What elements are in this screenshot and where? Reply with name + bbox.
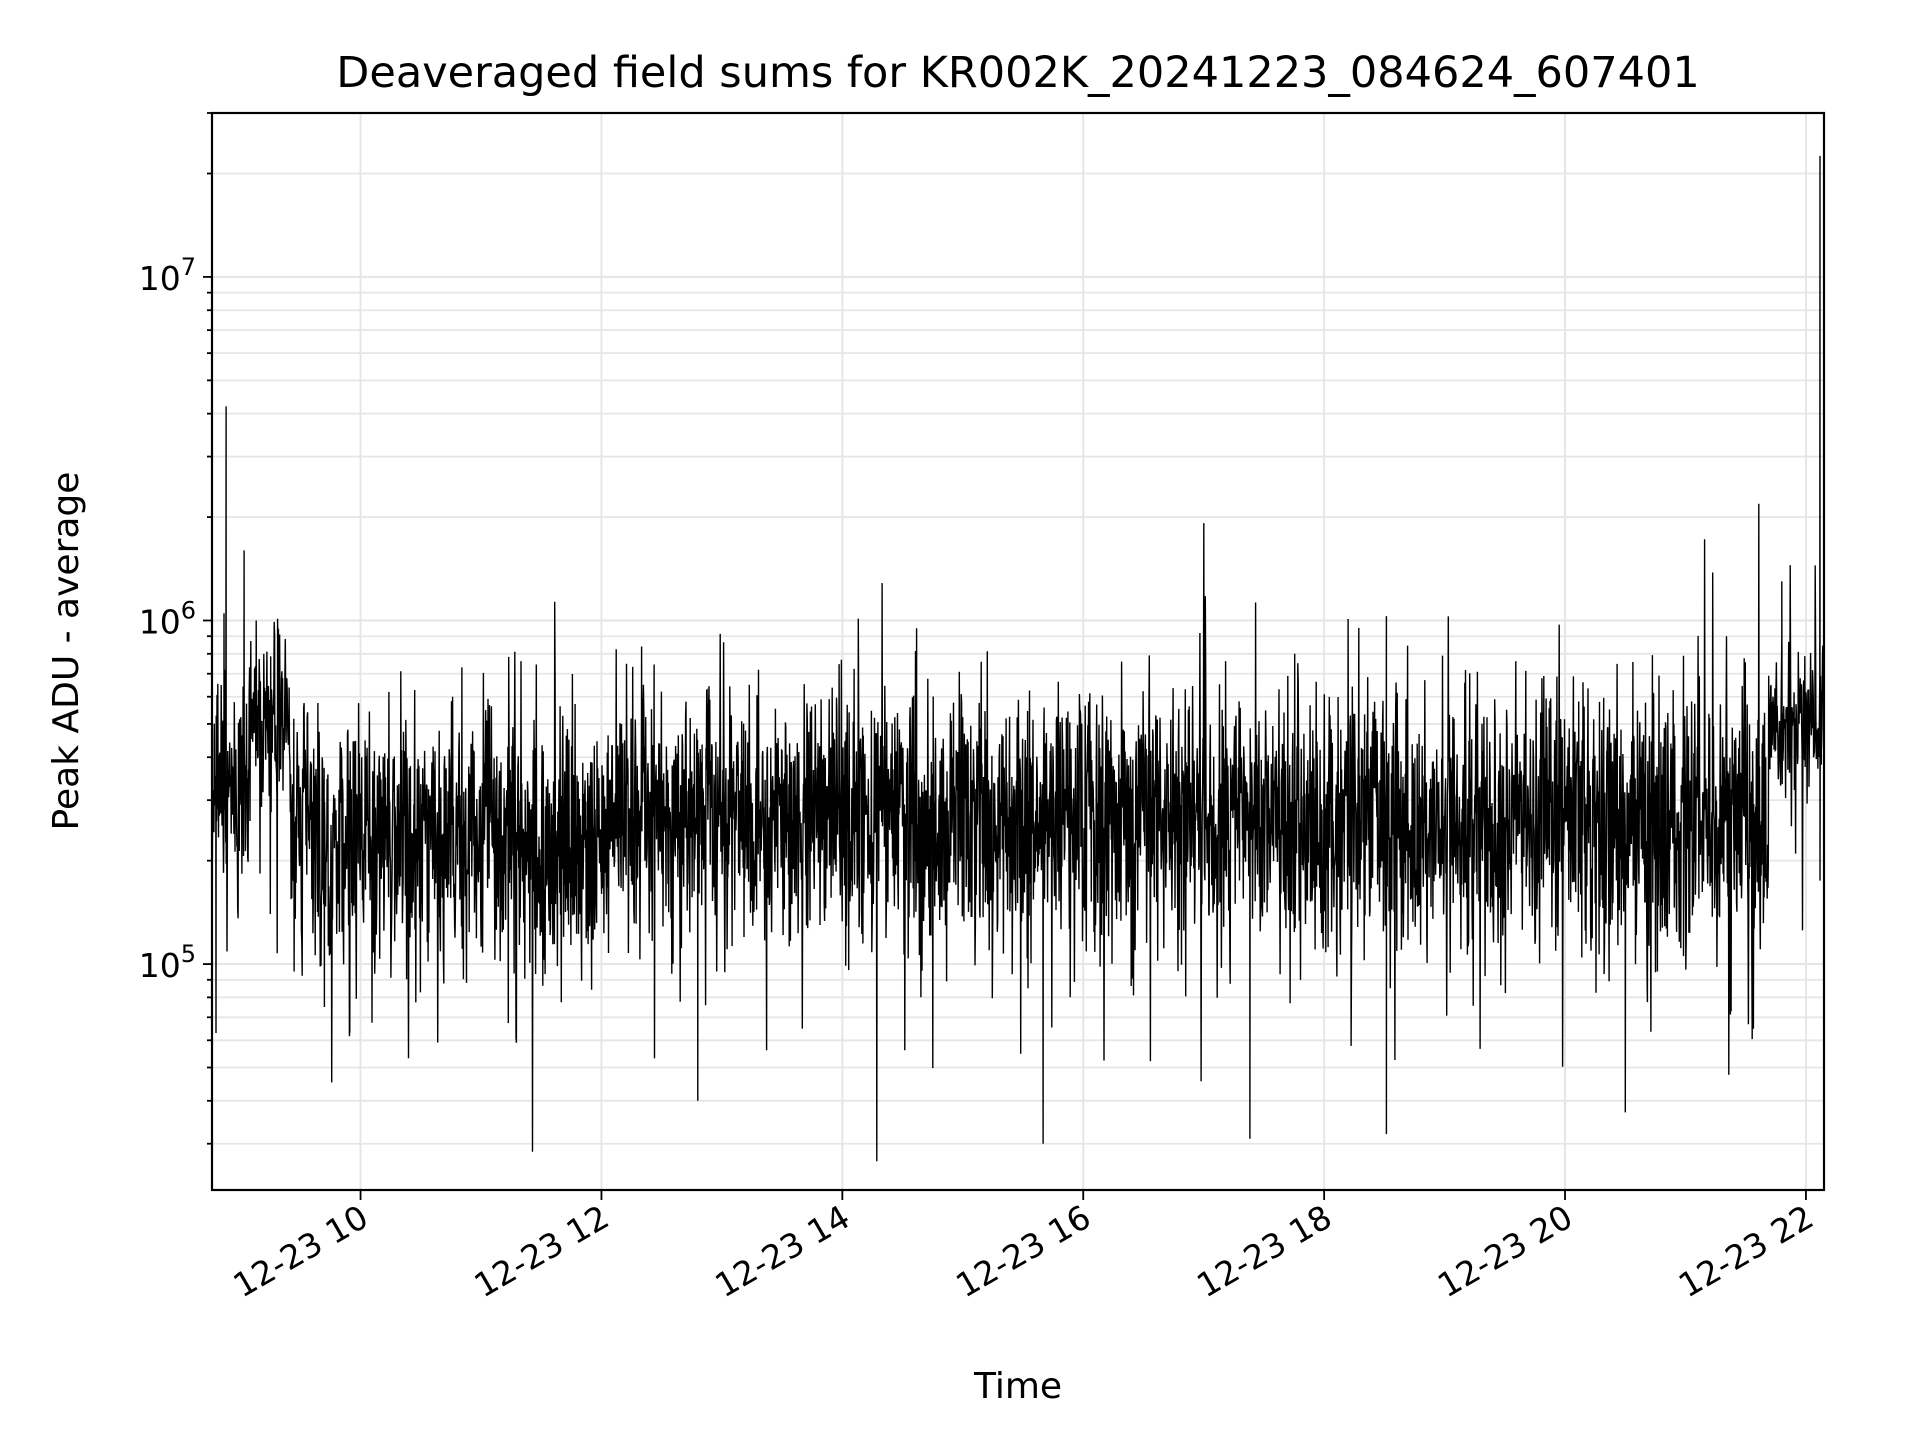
series-line (211, 155, 1825, 1162)
y-tick-label: 105 (139, 940, 196, 985)
chart-title: Deaveraged field sums for KR002K_2024122… (336, 48, 1699, 98)
x-axis-label: Time (973, 1366, 1062, 1407)
y-tick-label: 106 (139, 597, 196, 642)
plot-frame (210, 111, 1826, 1192)
y-axis-label: Peak ADU - average (46, 472, 87, 831)
data-trace (211, 155, 1825, 1162)
y-tick-label: 107 (139, 253, 196, 298)
axis-ticks (203, 112, 1807, 1200)
